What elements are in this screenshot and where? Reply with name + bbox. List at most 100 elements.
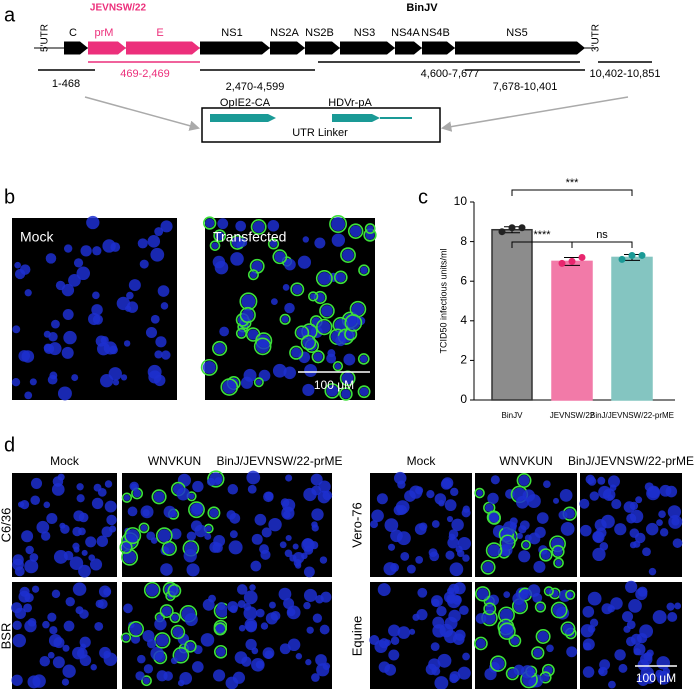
column-header: WNVKUN <box>499 454 552 468</box>
cell <box>92 314 103 325</box>
cell <box>43 343 52 352</box>
cell <box>237 600 246 608</box>
cell <box>485 503 494 512</box>
cell <box>639 624 654 639</box>
infected-cell <box>235 327 247 339</box>
cell <box>21 530 34 543</box>
cell <box>227 484 239 495</box>
bar <box>551 260 593 401</box>
gene-arrow <box>200 41 270 55</box>
cell <box>106 514 117 526</box>
infected-cell <box>329 215 348 233</box>
cell <box>476 489 483 497</box>
x-tick-label: BinJ/JEVNSW/22-prME <box>590 411 674 420</box>
cell <box>260 622 269 630</box>
cell <box>108 367 122 381</box>
infected-cell <box>474 487 485 499</box>
cell <box>311 521 318 528</box>
cell <box>112 379 120 386</box>
cell <box>97 599 108 609</box>
cell <box>92 291 100 300</box>
infected-cell <box>560 621 576 637</box>
cell <box>126 529 140 543</box>
cell <box>499 608 513 622</box>
cell <box>387 543 396 551</box>
panel-letter: c <box>418 186 428 208</box>
cell <box>304 364 318 377</box>
cell <box>282 284 290 291</box>
cell <box>161 606 172 617</box>
cell <box>48 342 62 356</box>
cell <box>160 220 173 233</box>
column-header: Mock <box>50 454 80 468</box>
cell <box>341 372 354 385</box>
cell <box>533 648 543 658</box>
cell <box>23 603 33 613</box>
infected-cell <box>508 634 522 648</box>
cell <box>261 527 272 538</box>
gene-arrow <box>126 41 200 55</box>
cell <box>205 218 215 228</box>
cell <box>461 508 471 518</box>
cell <box>513 664 525 676</box>
cell <box>43 501 51 509</box>
cell <box>580 524 592 537</box>
gene-arrow <box>88 41 126 55</box>
y-tick-label: 6 <box>460 273 467 287</box>
cell <box>566 646 578 658</box>
cell <box>245 620 257 633</box>
utr-label: 5'UTR <box>40 24 51 52</box>
gene-label: NS2B <box>305 27 334 39</box>
cell <box>626 513 637 524</box>
cell <box>272 363 287 378</box>
cell <box>127 506 138 517</box>
cell <box>393 471 407 485</box>
replicate-point <box>568 257 576 265</box>
replicate-point <box>638 251 646 259</box>
column-header: Mock <box>407 454 437 468</box>
cell <box>284 549 293 558</box>
range-label: 10,402-10,851 <box>590 68 661 80</box>
cell <box>269 240 278 248</box>
cell <box>103 587 112 596</box>
cell <box>27 675 41 689</box>
cell <box>552 603 566 617</box>
cell <box>622 611 634 623</box>
cell <box>214 477 222 485</box>
cell <box>510 636 520 646</box>
cell <box>284 258 296 271</box>
cell <box>109 525 117 533</box>
cell <box>247 484 257 494</box>
cell <box>251 260 263 272</box>
cell <box>128 279 141 292</box>
cell <box>283 366 297 380</box>
cell <box>419 522 428 531</box>
cell <box>208 594 216 603</box>
cell <box>121 542 131 552</box>
row-label: Equine <box>349 616 364 656</box>
cell <box>370 520 379 529</box>
infected-cell <box>213 622 227 636</box>
x-tick-label: BinJV <box>502 411 524 420</box>
panel-letter: d <box>4 434 15 456</box>
cell <box>123 550 137 564</box>
cell <box>155 336 167 348</box>
significance-bracket <box>511 189 633 196</box>
replicate-point <box>618 255 626 263</box>
cell <box>618 663 628 673</box>
cell <box>603 488 616 501</box>
cell <box>24 559 39 574</box>
linker-label: UTR Linker <box>292 127 348 139</box>
cell <box>274 251 286 263</box>
cell <box>520 665 535 679</box>
gene-arrow <box>422 41 455 55</box>
cell <box>126 291 134 300</box>
cell <box>449 671 461 682</box>
cell <box>629 501 639 511</box>
cell <box>160 302 169 310</box>
cell <box>184 612 198 627</box>
cell <box>635 496 643 504</box>
infected-cell <box>344 314 363 332</box>
cell <box>476 588 489 600</box>
cell <box>183 549 197 563</box>
